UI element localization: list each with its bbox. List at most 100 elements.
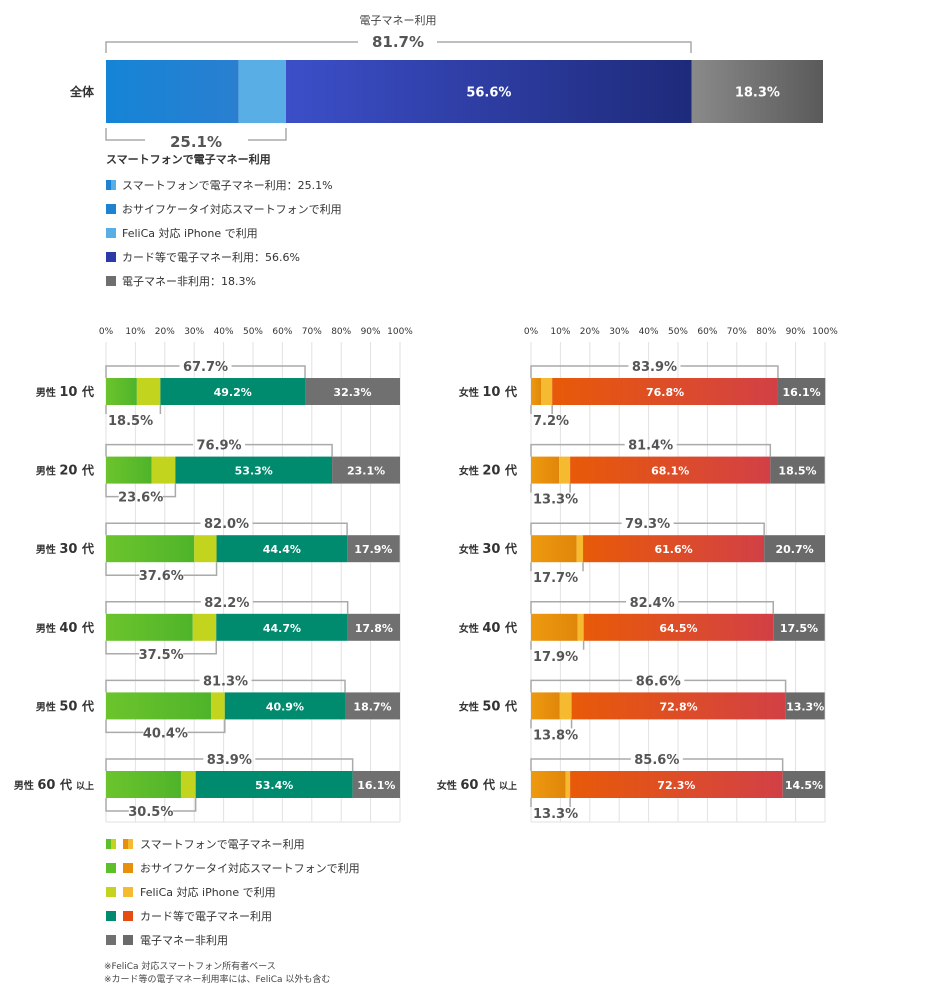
- top-none-label: 18.3%: [735, 86, 780, 101]
- male-card-segment: [195, 771, 353, 798]
- female-tick-label: 80%: [756, 327, 776, 337]
- female-tick-label: 90%: [786, 327, 806, 337]
- male-card-segment: [175, 456, 333, 484]
- male-osaifu-segment: [106, 771, 181, 798]
- female-tick-label: 40%: [639, 327, 659, 337]
- male-card-label: 53.3%: [235, 465, 273, 478]
- top-smart-label: スマートフォンで電子マネー利用: [106, 152, 271, 166]
- female-none-segment: [777, 378, 826, 405]
- male-tick-label: 100%: [387, 327, 413, 337]
- male-none-label: 17.8%: [355, 622, 393, 635]
- male-total-bracket: [105, 365, 306, 378]
- male-tick-label: 90%: [361, 327, 381, 337]
- top-legend-text: おサイフケータイ対応スマートフォンで利用: [122, 202, 342, 216]
- female-none-label: 13.3%: [786, 700, 824, 713]
- bottom-legend: スマートフォンで電子マネー利用 おサイフケータイ対応スマートフォンで利用 Fel…: [106, 838, 360, 947]
- female-smart-value: 13.8%: [533, 728, 578, 743]
- male-none-segment: [347, 613, 400, 641]
- top-iphone-segment: [238, 60, 286, 123]
- male-iphone-segment: [136, 378, 161, 405]
- male-smart-bracket: [105, 483, 177, 498]
- female-card-label: 68.1%: [651, 465, 689, 478]
- male-osaifu-segment: [106, 378, 137, 405]
- lime-yellow-icon: [106, 887, 116, 897]
- female-row-label: 女性 40 代: [459, 620, 517, 636]
- male-row: 男性 40 代 44.7% 17.8% 82.2% 37.5%: [36, 596, 400, 663]
- female-smart-bracket: [530, 640, 585, 650]
- female-tick-label: 0%: [524, 327, 539, 337]
- male-smart-value: 40.4%: [143, 726, 188, 741]
- male-tick-label: 40%: [214, 327, 234, 337]
- male-row-label: 男性 30 代: [36, 541, 94, 557]
- top-legend-item: スマートフォンで電子マネー利用：25.1%: [106, 179, 333, 192]
- male-none-segment: [305, 378, 400, 405]
- top-legend-item: FeliCa 対応 iPhone で利用: [106, 226, 258, 240]
- female-card-label: 72.8%: [660, 700, 698, 713]
- male-smart-value: 18.5%: [108, 414, 153, 429]
- male-tick-label: 10%: [125, 327, 145, 337]
- male-osaifu-segment: [106, 613, 193, 641]
- female-card-label: 76.8%: [646, 386, 684, 399]
- male-row-label: 男性 50 代: [36, 698, 94, 714]
- female-none-label: 18.5%: [778, 465, 816, 478]
- female-total-value: 86.6%: [636, 674, 681, 689]
- male-total-bracket: [105, 601, 349, 614]
- male-total-bracket: [105, 679, 346, 693]
- split-green-icon-right: [111, 839, 116, 849]
- female-tick-label: 100%: [812, 327, 838, 337]
- female-smart-value: 17.7%: [533, 571, 578, 586]
- female-card-segment: [583, 613, 774, 641]
- female-card-segment: [570, 456, 771, 484]
- female-osaifu-segment: [531, 535, 577, 563]
- male-tick-label: 50%: [243, 327, 263, 337]
- male-card-label: 44.4%: [263, 543, 301, 556]
- male-total-value: 67.7%: [183, 360, 228, 375]
- female-total-bracket: [530, 522, 765, 536]
- male-row-label: 男性 40 代: [36, 620, 94, 636]
- female-none-label: 14.5%: [785, 779, 823, 792]
- female-total-value: 83.9%: [632, 360, 677, 375]
- male-smart-bracket: [105, 405, 162, 414]
- male-smart-bracket: [105, 640, 217, 655]
- bottom-legend-text: FeliCa 対応 iPhone で利用: [140, 885, 276, 899]
- male-tick-label: 30%: [184, 327, 204, 337]
- top-legend-text: 電子マネー非利用：18.3%: [122, 275, 256, 288]
- male-osaifu-segment: [106, 535, 195, 563]
- top-card-segment: [285, 60, 692, 123]
- top-group-label: 電子マネー利用: [360, 14, 437, 27]
- male-card-segment: [160, 378, 306, 405]
- male-total-value: 76.9%: [196, 439, 241, 454]
- female-card-segment: [571, 692, 786, 720]
- male-smart-bracket: [105, 719, 226, 734]
- female-chart: 0% 10% 20% 30% 40% 50% 60% 70% 80% 90% 100% 女性 10 代…: [437, 327, 838, 823]
- female-total-value: 81.4%: [628, 439, 673, 454]
- top-osaifu-segment: [106, 60, 239, 123]
- male-smart-value: 30.5%: [128, 805, 173, 820]
- male-none-label: 23.1%: [347, 465, 385, 478]
- female-row: 女性 60 代以上 72.3% 14.5% 85.6% 13.3%: [437, 753, 826, 822]
- female-card-label: 72.3%: [657, 779, 695, 792]
- female-osaifu-segment: [531, 692, 560, 720]
- male-row-label: 男性 20 代: [36, 463, 94, 479]
- top-legend-text: スマートフォンで電子マネー利用：25.1%: [122, 179, 333, 192]
- split-blue-icon-right: [111, 180, 116, 190]
- female-tick-label: 60%: [697, 327, 717, 337]
- female-none-label: 16.1%: [783, 386, 821, 399]
- top-card-label: 56.6%: [466, 86, 511, 101]
- female-card-segment: [570, 771, 783, 798]
- yellow-square-icon: [123, 887, 133, 897]
- female-osaifu-segment: [531, 378, 542, 405]
- male-none-segment: [352, 771, 400, 798]
- male-card-label: 49.2%: [214, 386, 252, 399]
- bottom-legend-item: 電子マネー非利用: [106, 934, 228, 947]
- male-row: 男性 50 代 40.9% 18.7% 81.3% 40.4%: [36, 674, 400, 741]
- female-none-segment: [785, 692, 825, 720]
- female-row: 女性 20 代 68.1% 18.5% 81.4% 13.3%: [459, 439, 825, 508]
- female-tick-label: 10%: [550, 327, 570, 337]
- male-row-label: 男性 60 代以上: [14, 777, 94, 793]
- bottom-legend-text: 電子マネー非利用: [140, 934, 228, 947]
- male-total-value: 81.3%: [203, 674, 248, 689]
- top-legend-item: 電子マネー非利用：18.3%: [106, 275, 256, 288]
- male-none-segment: [347, 535, 400, 563]
- female-tick-label: 50%: [668, 327, 688, 337]
